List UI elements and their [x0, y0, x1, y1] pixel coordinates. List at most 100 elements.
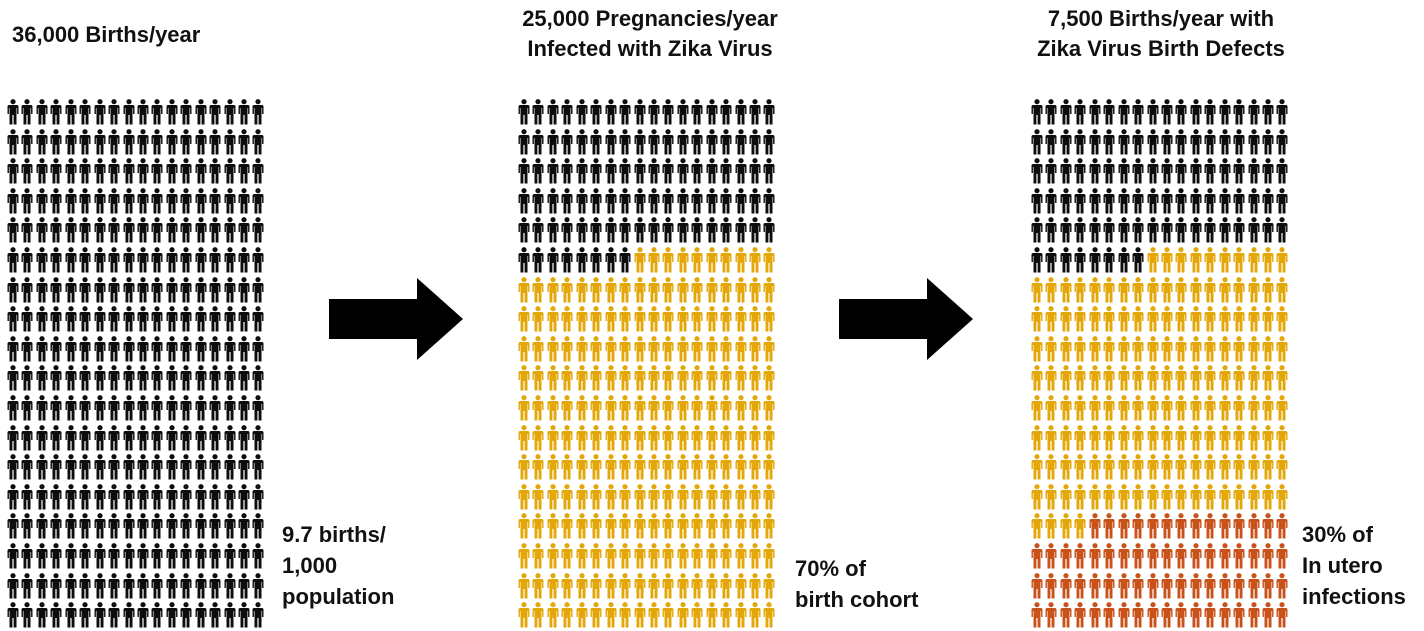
person-icon: [1276, 277, 1288, 303]
person-icon: [137, 129, 149, 155]
person-icon: [151, 602, 163, 628]
person-icon: [691, 513, 703, 539]
panel-1-person-grid: [6, 98, 266, 631]
person-icon: [21, 306, 33, 332]
person-icon: [1103, 513, 1115, 539]
person-icon: [677, 513, 689, 539]
person-icon: [79, 365, 91, 391]
person-icon: [166, 454, 178, 480]
person-icon: [662, 217, 674, 243]
person-icon: [518, 602, 530, 628]
person-icon: [1074, 543, 1086, 569]
person-icon: [691, 99, 703, 125]
person-icon: [1118, 247, 1130, 273]
person-icon: [706, 158, 718, 184]
person-icon: [1262, 247, 1274, 273]
person-icon: [662, 129, 674, 155]
person-icon: [706, 306, 718, 332]
person-icon: [518, 336, 530, 362]
person-icon: [137, 247, 149, 273]
person-icon: [79, 247, 91, 273]
person-icon: [21, 543, 33, 569]
person-icon: [619, 602, 631, 628]
person-icon: [65, 247, 77, 273]
person-icon: [605, 602, 617, 628]
person-icon: [224, 217, 236, 243]
person-icon: [252, 99, 264, 125]
person-icon: [576, 484, 588, 510]
person-icon: [720, 513, 732, 539]
person-icon: [166, 277, 178, 303]
person-icon: [1190, 129, 1202, 155]
person-icon: [1161, 513, 1173, 539]
person-icon: [7, 217, 19, 243]
person-icon: [224, 395, 236, 421]
person-icon: [1089, 513, 1101, 539]
person-icon: [1103, 99, 1115, 125]
person-icon: [1219, 129, 1231, 155]
person-icon: [763, 425, 775, 451]
person-icon: [590, 247, 602, 273]
person-icon: [1262, 306, 1274, 332]
person-icon: [1089, 277, 1101, 303]
person-icon: [1248, 454, 1260, 480]
person-icon: [1060, 602, 1072, 628]
person-icon: [252, 543, 264, 569]
person-icon: [1031, 158, 1043, 184]
person-icon: [691, 188, 703, 214]
person-icon: [79, 573, 91, 599]
person-icon: [720, 188, 732, 214]
person-icon: [1074, 365, 1086, 391]
person-icon: [1219, 217, 1231, 243]
person-icon: [238, 306, 250, 332]
person-icon: [735, 543, 747, 569]
person-icon: [1175, 395, 1187, 421]
person-icon: [7, 425, 19, 451]
person-icon: [1190, 158, 1202, 184]
person-icon: [605, 365, 617, 391]
person-icon: [763, 336, 775, 362]
person-icon: [238, 454, 250, 480]
person-icon: [65, 365, 77, 391]
person-icon: [619, 188, 631, 214]
person-icon: [1175, 543, 1187, 569]
person-icon: [648, 484, 660, 510]
person-icon: [1118, 158, 1130, 184]
person-icon: [619, 573, 631, 599]
person-icon: [195, 602, 207, 628]
person-icon: [1118, 99, 1130, 125]
person-icon: [21, 454, 33, 480]
person-icon: [180, 188, 192, 214]
person-icon: [123, 602, 135, 628]
person-icon: [65, 158, 77, 184]
person-icon: [1233, 602, 1245, 628]
person-icon: [1045, 306, 1057, 332]
person-icon: [1045, 573, 1057, 599]
person-icon: [7, 277, 19, 303]
person-icon: [1147, 395, 1159, 421]
person-icon: [108, 484, 120, 510]
person-icon: [238, 513, 250, 539]
person-icon: [180, 513, 192, 539]
person-icon: [605, 247, 617, 273]
person-icon: [7, 306, 19, 332]
person-icon: [662, 277, 674, 303]
person-icon: [108, 602, 120, 628]
person-icon: [532, 425, 544, 451]
person-icon: [1233, 158, 1245, 184]
person-icon: [1233, 543, 1245, 569]
person-icon: [195, 217, 207, 243]
person-icon: [1248, 425, 1260, 451]
person-icon: [1219, 543, 1231, 569]
person-icon: [1089, 454, 1101, 480]
person-icon: [706, 395, 718, 421]
person-icon: [1147, 306, 1159, 332]
person-icon: [79, 277, 91, 303]
person-icon: [1204, 99, 1216, 125]
person-icon: [1262, 217, 1274, 243]
person-icon: [137, 306, 149, 332]
person-icon: [50, 277, 62, 303]
person-icon: [1262, 602, 1274, 628]
person-icon: [65, 129, 77, 155]
person-icon: [518, 158, 530, 184]
